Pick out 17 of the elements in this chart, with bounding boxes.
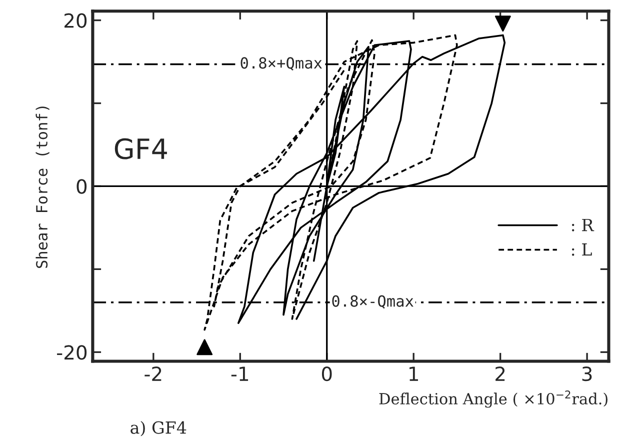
y-tick-label: -20 <box>57 345 87 360</box>
x-tick-label: 1 <box>410 366 418 381</box>
text: a) GF4 <box>130 420 186 436</box>
y-tick-label: 0 <box>76 179 87 194</box>
ref-line-label: 0.8×-Qmax <box>332 295 414 309</box>
x-tick-label: 3 <box>582 366 592 382</box>
annotation: GF4 <box>114 138 167 160</box>
x-tick-label: 2 <box>496 366 505 381</box>
legend-label: : L <box>572 243 592 256</box>
y-axis-title: Shear Force (tonf) <box>36 106 50 268</box>
ref-line-label: 0.8×+Qmax <box>240 57 322 71</box>
x-tick-label: -1 <box>231 366 248 381</box>
legend-label: : R <box>572 218 594 232</box>
x-tick-label: -2 <box>144 366 162 381</box>
x-tick-label: 0 <box>322 366 332 382</box>
x-axis-title: Deflection Angle ( ×10$^{−2}$rad.) <box>379 390 608 408</box>
y-tick-label: 20 <box>64 13 87 28</box>
